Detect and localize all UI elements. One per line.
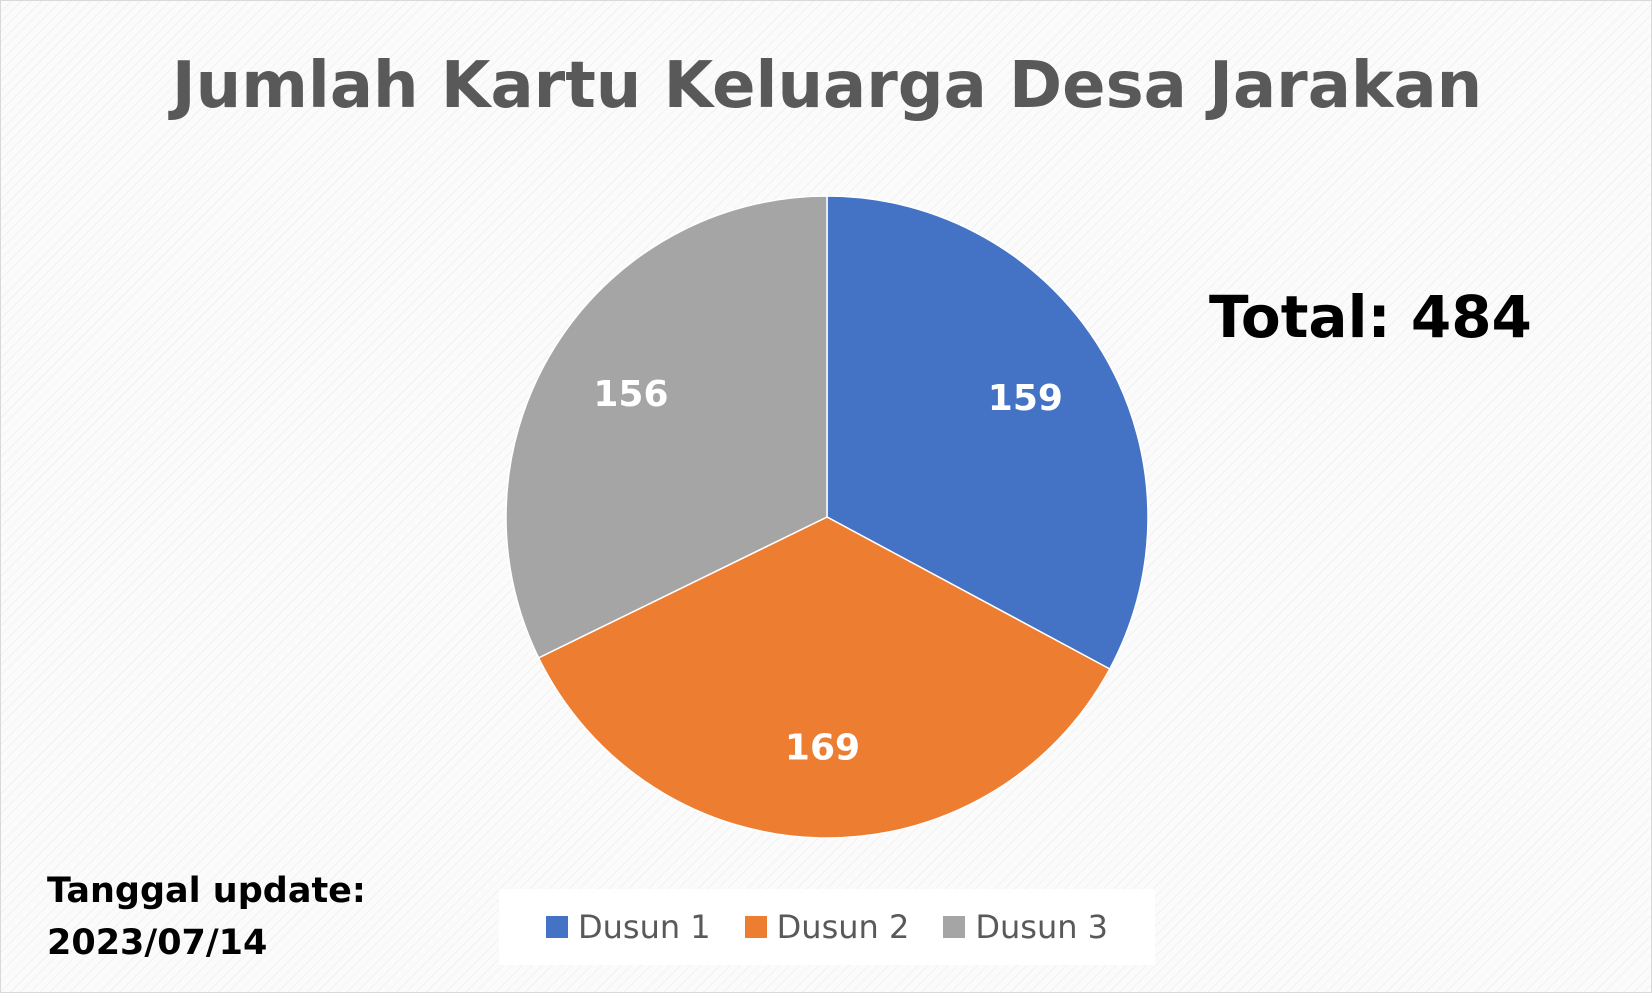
- data-label-2: 169: [785, 728, 860, 769]
- data-label-3: 156: [593, 374, 668, 415]
- legend-item-dusun-3: Dusun 3: [943, 908, 1108, 946]
- update-date: 2023/07/14: [47, 923, 268, 963]
- legend-swatch: [744, 916, 767, 938]
- legend-label: Dusun 2: [776, 908, 910, 946]
- pie-slice-1: [826, 195, 1149, 671]
- legend-item-dusun-2: Dusun 2: [744, 908, 910, 946]
- total-annotation: Total: 484: [1209, 283, 1532, 351]
- legend-swatch: [545, 916, 568, 938]
- legend-swatch: [943, 916, 966, 938]
- legend-item-dusun-1: Dusun 1: [545, 908, 711, 946]
- legend-label: Dusun 1: [577, 908, 711, 946]
- chart-title: Jumlah Kartu Keluarga Desa Jarakan: [171, 49, 1483, 123]
- update-label: Tanggal update:: [47, 871, 366, 911]
- legend: Dusun 1 Dusun 2 Dusun 3: [499, 889, 1155, 965]
- pie-data-labels: 159 169 156: [593, 374, 1063, 768]
- pie-slices: [505, 195, 1149, 839]
- update-annotation: Tanggal update: 2023/07/14: [47, 865, 366, 969]
- pie-slice-2: [537, 516, 1111, 839]
- legend-label: Dusun 3: [975, 908, 1109, 946]
- data-label-1: 159: [988, 378, 1063, 419]
- pie-slice-3: [505, 195, 828, 659]
